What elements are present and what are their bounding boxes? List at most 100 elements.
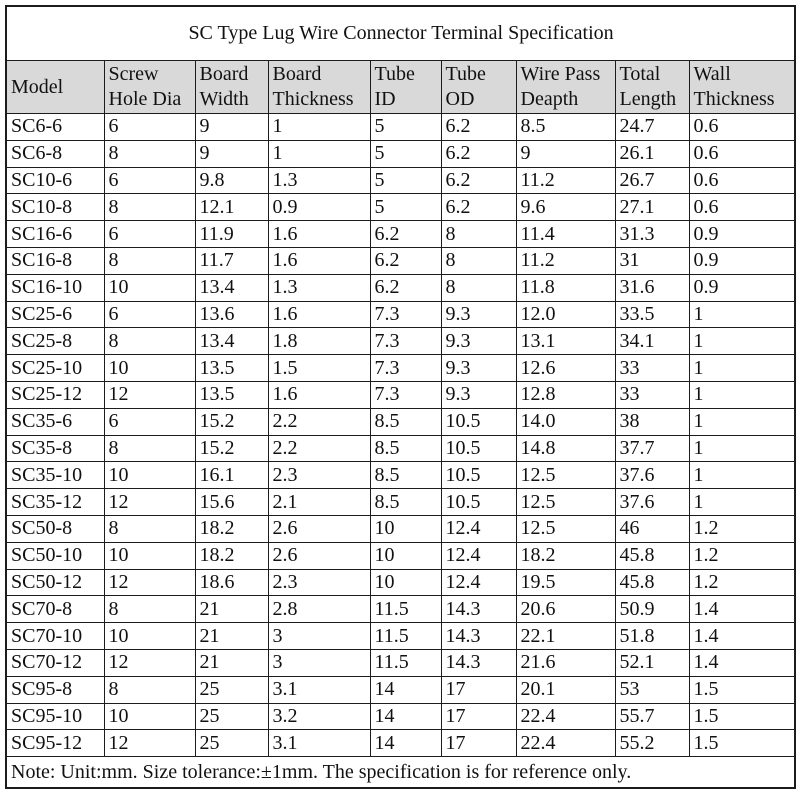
value-cell: 14.3 xyxy=(440,595,517,624)
table-row: SC6-8 8 9 1 5 6.2 9 26.1 0.6 xyxy=(5,139,796,168)
model-cell: SC95-12 xyxy=(5,729,105,758)
value-cell: 6.2 xyxy=(440,166,517,195)
value-cell: 1.6 xyxy=(267,380,371,409)
value-cell: 1.2 xyxy=(688,514,796,543)
value-cell: 1.2 xyxy=(688,568,796,597)
table-row: SC35-6 6 15.2 2.2 8.5 10.5 14.0 38 1 xyxy=(5,407,796,436)
value-cell: 22.1 xyxy=(515,622,616,650)
model-cell: SC25-12 xyxy=(5,380,105,409)
value-cell: 12.4 xyxy=(440,514,517,543)
column-header: Wire Pass Deapth xyxy=(515,60,616,114)
value-cell: 13.5 xyxy=(194,354,269,382)
value-cell: 1 xyxy=(688,300,796,329)
value-cell: 10 xyxy=(103,354,196,382)
column-header: Wall Thickness xyxy=(688,60,796,114)
value-cell: 8 xyxy=(103,327,196,356)
value-cell: 11.2 xyxy=(515,166,616,195)
value-cell: 0.9 xyxy=(688,246,796,275)
value-cell: 19.5 xyxy=(515,568,616,597)
value-cell: 12.0 xyxy=(515,300,616,329)
value-cell: 1 xyxy=(688,434,796,463)
table-row: SC16-10 10 13.4 1.3 6.2 8 11.8 31.6 0.9 xyxy=(5,273,796,302)
value-cell: 1.6 xyxy=(267,246,371,275)
value-cell: 21.6 xyxy=(515,648,616,677)
value-cell: 14.3 xyxy=(440,648,517,677)
value-cell: 22.4 xyxy=(515,729,616,758)
value-cell: 8.5 xyxy=(369,434,442,463)
value-cell: 6 xyxy=(103,407,196,436)
value-cell: 13.1 xyxy=(515,327,616,356)
title-row: SC Type Lug Wire Connector Terminal Spec… xyxy=(5,5,796,61)
value-cell: 3 xyxy=(267,648,371,677)
model-cell: SC95-8 xyxy=(5,675,105,704)
value-cell: 12.5 xyxy=(515,488,616,516)
column-header: Tube OD xyxy=(440,60,517,114)
table-row: SC70-10 10 21 3 11.5 14.3 22.1 51.8 1.4 xyxy=(5,622,796,650)
value-cell: 5 xyxy=(369,166,442,195)
value-cell: 2.6 xyxy=(267,541,371,570)
value-cell: 53 xyxy=(614,675,690,704)
model-cell: SC25-10 xyxy=(5,354,105,382)
value-cell: 15.2 xyxy=(194,434,269,463)
model-cell: SC16-6 xyxy=(5,220,105,248)
value-cell: 33.5 xyxy=(614,300,690,329)
table-row: SC25-12 12 13.5 1.6 7.3 9.3 12.8 33 1 xyxy=(5,380,796,409)
column-header: Board Width xyxy=(194,60,269,114)
value-cell: 6.2 xyxy=(440,193,517,222)
value-cell: 12.5 xyxy=(515,514,616,543)
value-cell: 7.3 xyxy=(369,300,442,329)
column-header: Screw Hole Dia xyxy=(103,60,196,114)
value-cell: 12 xyxy=(103,380,196,409)
value-cell: 9.8 xyxy=(194,166,269,195)
value-cell: 12.1 xyxy=(194,193,269,222)
value-cell: 15.6 xyxy=(194,488,269,516)
value-cell: 55.7 xyxy=(614,702,690,731)
value-cell: 3 xyxy=(267,622,371,650)
value-cell: 55.2 xyxy=(614,729,690,758)
value-cell: 7.3 xyxy=(369,354,442,382)
value-cell: 1.5 xyxy=(267,354,371,382)
value-cell: 5 xyxy=(369,113,442,141)
value-cell: 18.6 xyxy=(194,568,269,597)
model-cell: SC6-8 xyxy=(5,139,105,168)
value-cell: 8 xyxy=(103,246,196,275)
value-cell: 13.5 xyxy=(194,380,269,409)
value-cell: 7.3 xyxy=(369,380,442,409)
value-cell: 14.3 xyxy=(440,622,517,650)
value-cell: 13.6 xyxy=(194,300,269,329)
value-cell: 10.5 xyxy=(440,488,517,516)
column-header: Model xyxy=(5,60,105,114)
value-cell: 11.4 xyxy=(515,220,616,248)
value-cell: 18.2 xyxy=(194,514,269,543)
value-cell: 51.8 xyxy=(614,622,690,650)
value-cell: 8 xyxy=(440,220,517,248)
model-cell: SC50-8 xyxy=(5,514,105,543)
value-cell: 12.6 xyxy=(515,354,616,382)
value-cell: 1.2 xyxy=(688,541,796,570)
value-cell: 6 xyxy=(103,220,196,248)
value-cell: 12 xyxy=(103,648,196,677)
value-cell: 24.7 xyxy=(614,113,690,141)
value-cell: 2.1 xyxy=(267,488,371,516)
value-cell: 14 xyxy=(369,675,442,704)
value-cell: 1 xyxy=(688,488,796,516)
value-cell: 31.3 xyxy=(614,220,690,248)
value-cell: 37.6 xyxy=(614,461,690,490)
value-cell: 8.5 xyxy=(369,488,442,516)
table-row: SC10-6 6 9.8 1.3 5 6.2 11.2 26.7 0.6 xyxy=(5,166,796,195)
model-cell: SC10-6 xyxy=(5,166,105,195)
model-cell: SC35-6 xyxy=(5,407,105,436)
value-cell: 12.4 xyxy=(440,568,517,597)
value-cell: 9.3 xyxy=(440,327,517,356)
table-row: SC25-6 6 13.6 1.6 7.3 9.3 12.0 33.5 1 xyxy=(5,300,796,329)
value-cell: 10.5 xyxy=(440,461,517,490)
model-cell: SC6-6 xyxy=(5,113,105,141)
value-cell: 27.1 xyxy=(614,193,690,222)
table-body: SC6-6 6 9 1 5 6.2 8.5 24.7 0.6 SC6-8 8 9 1 5 6.2 9 26.1 0… xyxy=(5,113,796,758)
table-row: SC95-10 10 25 3.2 14 17 22.4 55.7 1.5 xyxy=(5,702,796,731)
value-cell: 6.2 xyxy=(440,139,517,168)
model-cell: SC70-8 xyxy=(5,595,105,624)
value-cell: 1.8 xyxy=(267,327,371,356)
value-cell: 33 xyxy=(614,380,690,409)
